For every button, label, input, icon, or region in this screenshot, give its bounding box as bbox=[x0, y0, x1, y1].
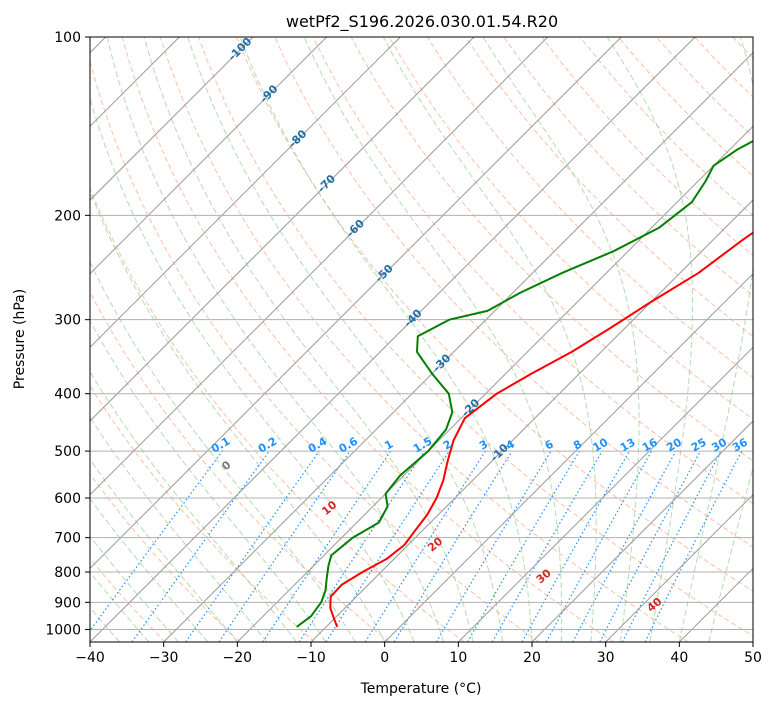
dry-adiabat-line bbox=[90, 291, 390, 642]
isotherm-line bbox=[90, 37, 328, 275]
dry-adiabat-line bbox=[503, 37, 753, 297]
x-tick-label: −40 bbox=[75, 650, 105, 666]
moist-adiabat-line bbox=[90, 535, 179, 642]
y-tick-label: 200 bbox=[54, 208, 81, 224]
mixing-ratio-line bbox=[545, 450, 653, 642]
x-tick-label: −20 bbox=[223, 650, 253, 666]
x-tick-label: 30 bbox=[597, 650, 615, 666]
isotherm-line bbox=[90, 37, 696, 642]
moist-adiabat-line bbox=[90, 189, 386, 642]
y-tick-label: 800 bbox=[54, 565, 81, 581]
mixing-ratio-line bbox=[298, 450, 425, 642]
moist-adiabat-line bbox=[90, 458, 238, 642]
dry-adiabat-line bbox=[90, 186, 465, 642]
chart-title: wetPf2_S196.2026.030.01.54.R20 bbox=[286, 12, 558, 32]
dry-adiabat-line bbox=[90, 472, 241, 642]
y-tick-label: 100 bbox=[54, 30, 81, 46]
moist-adiabat-line bbox=[90, 416, 268, 642]
isotherm-line bbox=[90, 37, 475, 422]
moist-adiabat-line bbox=[482, 37, 640, 642]
moist-adiabat-line bbox=[90, 260, 356, 642]
x-tick-label: −10 bbox=[296, 650, 326, 666]
x-tick-label: −30 bbox=[149, 650, 179, 666]
x-tick-label: 20 bbox=[523, 650, 541, 666]
isotherm-line bbox=[531, 420, 753, 642]
moist-adiabat-line bbox=[90, 571, 150, 642]
y-tick-label: 1000 bbox=[45, 622, 81, 638]
dewpoint-profile-line bbox=[296, 139, 753, 628]
isotherm-line bbox=[90, 37, 254, 201]
mixing-ratio-line bbox=[131, 450, 270, 642]
dry-adiabat-line bbox=[236, 37, 753, 592]
x-axis-label: Temperature (°C) bbox=[360, 681, 482, 697]
isotherm-line bbox=[90, 37, 549, 496]
y-tick-label: 300 bbox=[54, 313, 81, 329]
mixing-ratio-line bbox=[185, 450, 320, 642]
isotherm-line bbox=[90, 37, 622, 570]
isotherm-line bbox=[605, 493, 753, 642]
mixing-ratio-line bbox=[521, 450, 631, 642]
isotherm-line bbox=[457, 346, 753, 642]
mixing-ratio-line bbox=[644, 450, 743, 642]
mixing-ratio-line bbox=[262, 450, 392, 642]
dry-adiabat-line bbox=[198, 37, 753, 637]
isotherm-line bbox=[236, 125, 753, 642]
y-tick-label: 900 bbox=[54, 595, 81, 611]
temperature-profile-line bbox=[329, 231, 753, 628]
plot-frame bbox=[89, 36, 754, 643]
moist-adiabat-line bbox=[143, 37, 474, 642]
dry-adiabat-line bbox=[90, 384, 316, 642]
moist-adiabat-line bbox=[303, 37, 563, 642]
moist-adiabat-line bbox=[678, 37, 753, 642]
moist-adiabat-line bbox=[382, 37, 597, 642]
dry-adiabat-line bbox=[90, 59, 540, 642]
dry-adiabat-line bbox=[350, 37, 753, 462]
mixing-ratio-line bbox=[393, 450, 513, 642]
dry-adiabat-line bbox=[426, 37, 753, 378]
mixing-ratio-line bbox=[218, 450, 351, 642]
isotherm-line bbox=[384, 272, 753, 642]
dry-adiabat-line bbox=[121, 37, 614, 642]
moist-adiabat-line bbox=[90, 96, 415, 642]
y-axis-label: Pressure (hPa) bbox=[12, 289, 28, 389]
dry-adiabat-line bbox=[274, 37, 753, 548]
y-tick-label: 600 bbox=[54, 491, 81, 507]
x-tick-label: 50 bbox=[744, 650, 762, 666]
y-tick-label: 400 bbox=[54, 387, 81, 403]
moist-adiabat-line bbox=[187, 37, 503, 642]
mixing-ratio-line bbox=[572, 450, 677, 642]
isotherm-line bbox=[163, 51, 753, 642]
dry-adiabat-line bbox=[90, 557, 166, 642]
isotherm-line bbox=[90, 37, 401, 349]
x-tick-label: 0 bbox=[380, 650, 389, 666]
y-tick-label: 500 bbox=[54, 444, 81, 460]
x-tick-label: 40 bbox=[670, 650, 688, 666]
moist-adiabat-line bbox=[239, 37, 533, 642]
mixing-ratio-line bbox=[90, 450, 223, 632]
moist-adiabat-line bbox=[606, 37, 693, 642]
dry-adiabat-line bbox=[159, 37, 689, 642]
moist-adiabat-line bbox=[90, 497, 209, 642]
moist-adiabat-line bbox=[106, 37, 445, 642]
y-tick-label: 700 bbox=[54, 531, 81, 547]
isotherm-line bbox=[310, 199, 753, 642]
x-tick-label: 10 bbox=[449, 650, 467, 666]
